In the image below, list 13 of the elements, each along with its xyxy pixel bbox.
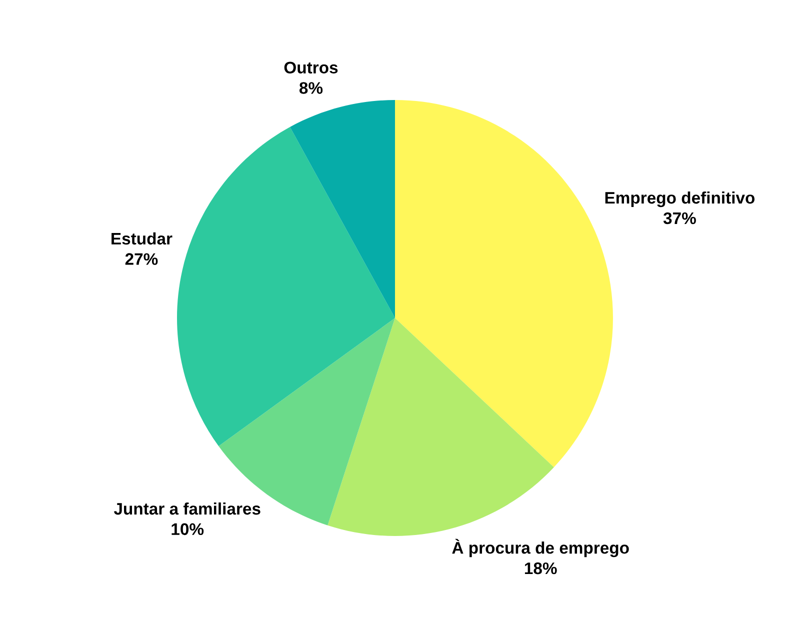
slice-label: Juntar a familiares — [114, 502, 260, 515]
slice-label: Emprego definitivo — [605, 191, 755, 208]
pie-slice — [328, 318, 554, 536]
data-label: 27% — [125, 253, 158, 265]
pie-slice — [177, 126, 395, 446]
pie-slice — [290, 100, 395, 318]
slice-label: Estudar — [112, 232, 172, 245]
slice-label: Outros — [284, 62, 338, 74]
slice-label: À procura de emprego — [452, 538, 629, 558]
data-label: 10% — [172, 523, 204, 536]
data-label: 37% — [663, 212, 696, 224]
data-label: 18% — [524, 562, 557, 574]
data-label: 8% — [299, 82, 323, 94]
